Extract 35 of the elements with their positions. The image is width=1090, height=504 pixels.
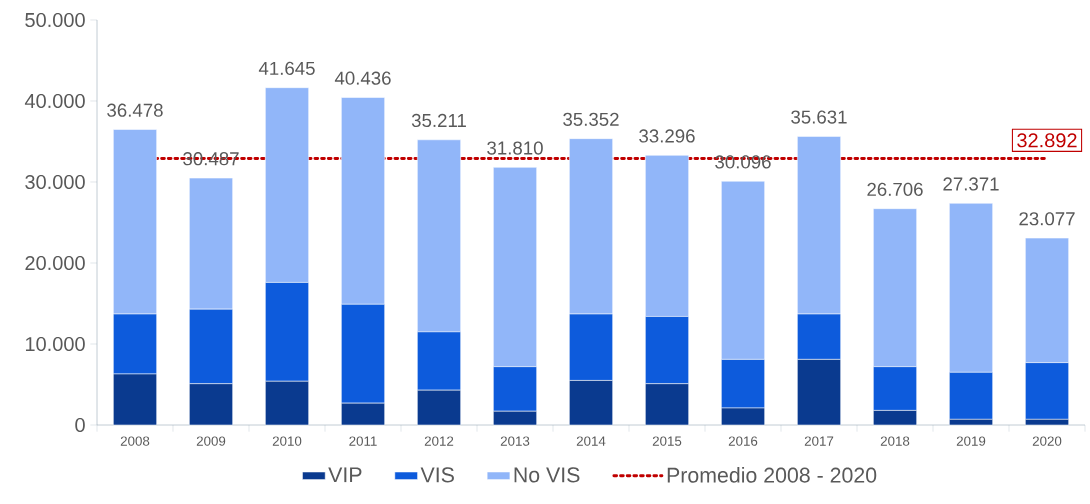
legend-label: VIP bbox=[328, 467, 362, 483]
x-tick-label: 2008 bbox=[120, 436, 150, 446]
x-tick-label: 2014 bbox=[576, 436, 606, 446]
x-tick-label: 2015 bbox=[652, 436, 682, 446]
x-tick-label: 2016 bbox=[728, 436, 758, 446]
total-label: 23.077 bbox=[1019, 212, 1075, 226]
y-tick-label: 40.000 bbox=[24, 93, 85, 109]
y-tick-label: 50.000 bbox=[25, 12, 85, 28]
x-tick-label: 2010 bbox=[272, 436, 302, 446]
y-tick-label: 30.000 bbox=[25, 174, 85, 190]
total-label: 31.810 bbox=[487, 141, 543, 155]
total-label: 35.631 bbox=[791, 110, 847, 124]
total-label: 40.436 bbox=[334, 71, 391, 85]
legend-label: Promedio 2008 - 2020 bbox=[667, 467, 877, 483]
y-tick-label: 10.000 bbox=[25, 336, 85, 352]
annotation: 32.892 bbox=[1017, 133, 1077, 148]
total-label: 36.478 bbox=[107, 103, 163, 117]
y-tick-label: 0 bbox=[75, 417, 85, 433]
y-tick-label: 20.000 bbox=[25, 255, 85, 271]
total-label: 35.211 bbox=[411, 113, 466, 128]
x-tick-label: 2011 bbox=[349, 436, 377, 446]
x-tick-label: 2020 bbox=[1032, 436, 1062, 446]
total-label: 27.371 bbox=[943, 177, 999, 191]
x-tick-label: 2017 bbox=[804, 436, 834, 446]
legend-label: VIS bbox=[420, 467, 454, 483]
x-tick-label: 2009 bbox=[196, 436, 226, 446]
x-tick-label: 2013 bbox=[500, 436, 530, 446]
total-label: 35.352 bbox=[563, 112, 619, 126]
total-label: 33.296 bbox=[639, 129, 695, 143]
x-tick-label: 2019 bbox=[956, 436, 986, 446]
total-label: 41.645 bbox=[258, 61, 315, 75]
x-tick-label: 2018 bbox=[880, 436, 910, 446]
total-label: 26.706 bbox=[867, 182, 923, 196]
legend-label: No VIS bbox=[514, 467, 580, 483]
x-tick-label: 2012 bbox=[424, 436, 454, 446]
